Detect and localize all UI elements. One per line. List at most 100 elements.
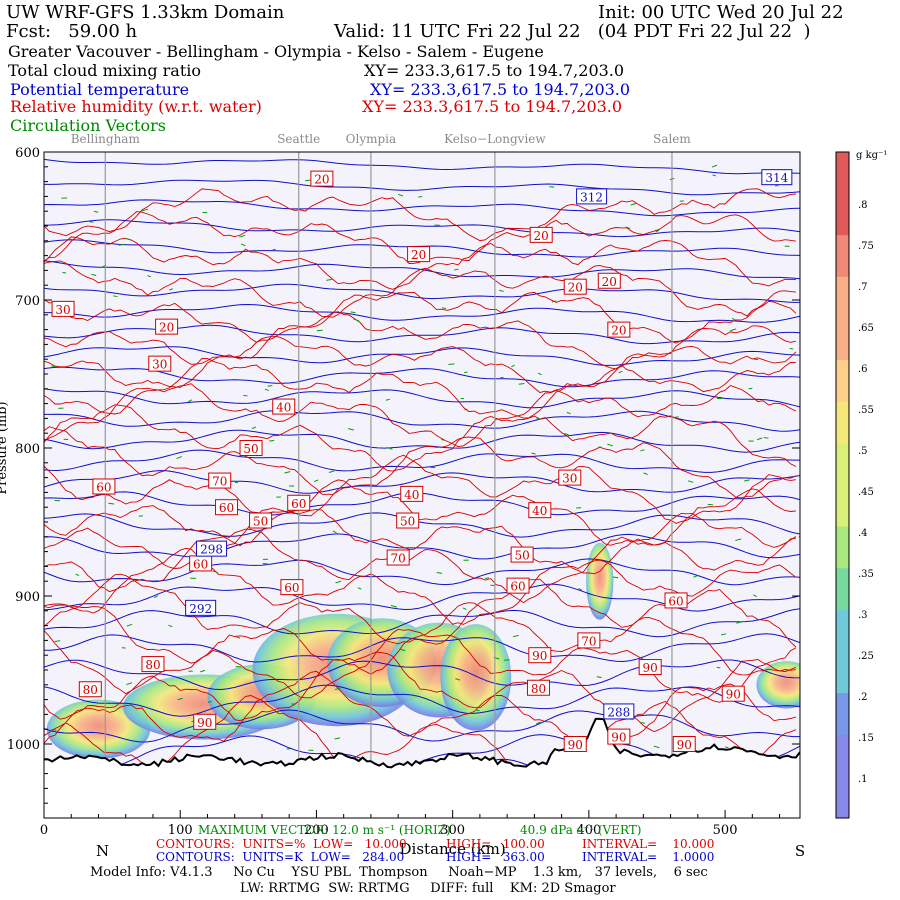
- circulation-vector: [269, 439, 275, 442]
- colorbar-level: .35: [858, 569, 874, 580]
- circulation-vector: [89, 221, 94, 223]
- theta-contour-label-box: [196, 540, 228, 557]
- circulation-vector: [399, 648, 406, 652]
- theta-contour: [44, 366, 800, 388]
- circulation-vector: [305, 179, 311, 182]
- theta-contour-label-box: [603, 703, 635, 720]
- circulation-vector: [118, 243, 125, 246]
- colorbar-unit: g kg⁻¹: [856, 150, 887, 161]
- x-tick-label: 200: [304, 823, 329, 838]
- theta-contour: [44, 346, 800, 366]
- theta-contour-label: 314: [765, 171, 788, 185]
- circulation-vector: [618, 370, 623, 374]
- rh-contour-label: 20: [568, 281, 583, 295]
- theta-contour: [44, 429, 800, 453]
- rh-contour-label: 20: [611, 324, 626, 338]
- circulation-vector: [236, 636, 241, 639]
- cloud-region: [586, 542, 614, 620]
- x-tick-label: 300: [440, 823, 465, 838]
- circulation-vector: [169, 288, 174, 291]
- rh-contour-label-box: [529, 226, 553, 243]
- circulation-vector: [334, 687, 341, 691]
- theta-contour-label-box: [576, 188, 608, 205]
- rh-contour-label-box: [672, 736, 696, 752]
- circulation-vector: [630, 202, 637, 206]
- colorbar-frame: [835, 151, 850, 819]
- rh-contour-label: 90: [726, 688, 741, 702]
- region-name: Greater Vacouver - Bellingham - Olympia …: [8, 42, 544, 61]
- footer-rh-high: HIGH= 100.00: [446, 837, 545, 851]
- rh-contour: [44, 670, 797, 754]
- circulation-vector: [125, 237, 132, 241]
- circulation-vector: [518, 382, 525, 385]
- colorbar-segment: [836, 276, 849, 319]
- plot-frame: [43, 151, 801, 819]
- circulation-vector: [386, 447, 393, 450]
- direction-south: S: [795, 842, 805, 860]
- x-axis-label: Distance (km): [400, 840, 506, 858]
- rh-contour-label: 60: [96, 480, 111, 494]
- colorbar-segment: [836, 609, 849, 652]
- colorbar-segment: [836, 693, 849, 736]
- circulation-vector: [272, 248, 276, 251]
- circulation-vector: [264, 388, 269, 392]
- theta-contour: [44, 158, 800, 175]
- rh-contour-label-box: [526, 679, 550, 696]
- colorbar-segment: [836, 776, 849, 819]
- circulation-vector: [243, 394, 248, 397]
- colorbar-level: .15: [858, 733, 874, 744]
- rh-contour-label-box: [208, 472, 232, 489]
- rh-contour-label: 60: [510, 580, 525, 594]
- rh-contour-label: 20: [314, 173, 329, 187]
- circulation-vector: [262, 562, 269, 565]
- circulation-vector: [453, 268, 459, 271]
- circulation-vector: [716, 666, 721, 669]
- rh-contour-label-box: [310, 170, 334, 187]
- theta-contour-label: 288: [607, 705, 630, 719]
- circulation-vector: [126, 682, 133, 686]
- rh-contour-label-box: [577, 632, 601, 649]
- circulation-vector: [757, 437, 763, 441]
- rh-contour-label-box: [287, 494, 311, 511]
- city-label: Kelso−Longview: [444, 132, 546, 146]
- circulation-vector: [730, 328, 737, 332]
- colorbar-level: .45: [858, 487, 874, 498]
- circulation-vector: [643, 472, 648, 476]
- rh-contour-label-box: [78, 681, 102, 698]
- circulation-vector: [51, 728, 57, 731]
- theta-contour: [44, 179, 800, 196]
- rh-contour-label: 30: [152, 358, 167, 372]
- field-cloud-label: Total cloud mixing ratio: [8, 61, 202, 80]
- colorbar-level: .6: [858, 364, 868, 375]
- circulation-vector: [693, 574, 699, 578]
- colorbar-level: .2: [858, 692, 868, 703]
- theta-contour: [44, 659, 800, 691]
- rh-contour-label: 90: [677, 738, 692, 752]
- valid-time: Valid: 11 UTC Fri 22 Jul 22 (04 PDT Fri …: [334, 21, 811, 42]
- field-vectors-label: Circulation Vectors: [10, 116, 166, 135]
- field-rh-label: Relative humidity (w.r.t. water): [10, 97, 262, 116]
- footer-model-info: Model Info: V4.1.3 No Cu YSU PBL Thompso…: [90, 865, 708, 880]
- circulation-vector: [91, 273, 97, 276]
- circulation-vector: [147, 275, 152, 278]
- rh-contour-label: 20: [602, 275, 617, 289]
- circulation-vector: [625, 226, 631, 229]
- footer-model-info-2: LW: RRTMG SW: RRTMG DIFF: full KM: 2D Sm…: [240, 881, 616, 896]
- rh-contour-label-box: [396, 512, 420, 529]
- circulation-vector: [499, 289, 504, 292]
- theta-contour: [44, 388, 800, 409]
- circulation-vector: [357, 587, 362, 590]
- circulation-vector: [348, 428, 354, 431]
- circulation-vector: [763, 436, 769, 439]
- circulation-vector: [607, 443, 613, 447]
- circulation-vector: [735, 538, 742, 541]
- rh-contour-label-box: [249, 512, 273, 529]
- circulation-vector: [564, 433, 569, 436]
- circulation-vector: [153, 595, 159, 599]
- circulation-vector: [350, 311, 356, 314]
- circulation-vector: [441, 439, 445, 441]
- rh-contour-label-box: [280, 579, 304, 596]
- theta-contour-label-box: [761, 169, 793, 186]
- rh-contour-label-box: [506, 577, 530, 594]
- rh-contour-label-box: [721, 685, 745, 702]
